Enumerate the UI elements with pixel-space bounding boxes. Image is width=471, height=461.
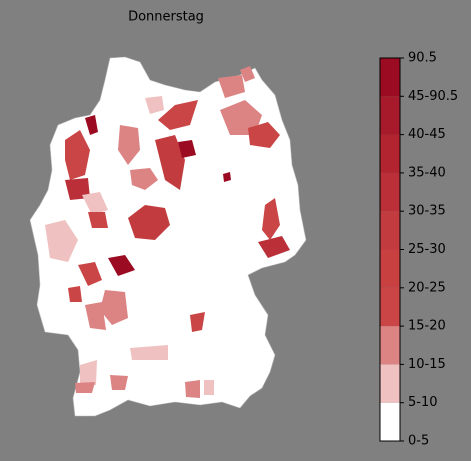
colorbar-label: 15-20 [408, 319, 446, 334]
district-low [80, 360, 97, 385]
district-low [130, 345, 168, 360]
colorbar-frame [379, 57, 401, 442]
district-mid [218, 75, 245, 98]
colorbar [380, 57, 404, 442]
colorbar-label: 90.5 [408, 51, 437, 66]
colorbar-label: 40-45 [408, 127, 446, 142]
colorbar-segment [380, 249, 400, 288]
colorbar-segment [380, 211, 400, 250]
colorbar-label: 30-35 [408, 204, 446, 219]
district-high [65, 178, 90, 200]
district-high [128, 205, 170, 240]
district-mid [220, 100, 262, 135]
district-low [45, 220, 78, 262]
colorbar-label: 0-5 [408, 434, 429, 449]
colorbar-label: 20-25 [408, 280, 446, 295]
colorbar-segment [380, 287, 400, 327]
district-mid [118, 125, 140, 165]
district-low [82, 192, 108, 215]
district-mid [130, 168, 158, 190]
district-high [262, 198, 280, 240]
district-top [85, 115, 98, 135]
district-high [68, 286, 82, 302]
colorbar-label: 10-15 [408, 357, 446, 372]
map-title: Donnerstag [128, 10, 204, 25]
district-mid [240, 66, 255, 82]
colorbar-segment [380, 326, 400, 365]
colorbar-label: 5-10 [408, 395, 438, 410]
district-high [65, 130, 90, 180]
district-top [178, 140, 196, 158]
district-high [258, 236, 290, 258]
district-mid [110, 375, 128, 390]
district-mid [75, 382, 95, 393]
colorbar-segment [380, 402, 400, 441]
colorbar-segment [380, 96, 400, 135]
district-mid [85, 302, 106, 330]
district-low [145, 96, 164, 114]
district-mid [185, 380, 200, 398]
district-high [158, 100, 198, 130]
colorbar-label: 35-40 [408, 165, 446, 180]
colorbar-label: 45-90.5 [408, 89, 458, 104]
district-high [78, 262, 102, 286]
colorbar-segment [380, 58, 400, 97]
district-high [155, 135, 185, 190]
district-low [204, 380, 214, 395]
colorbar-label: 25-30 [408, 242, 446, 257]
colorbar-segment [380, 172, 400, 212]
district-top [108, 255, 135, 276]
colorbar-segment [380, 364, 400, 403]
district-high [88, 212, 108, 228]
district-mid [100, 290, 128, 325]
district-high [248, 122, 280, 148]
colorbar-segment [380, 134, 400, 173]
district-high [190, 312, 205, 332]
germany-map [29, 56, 307, 417]
district-top [223, 172, 231, 182]
